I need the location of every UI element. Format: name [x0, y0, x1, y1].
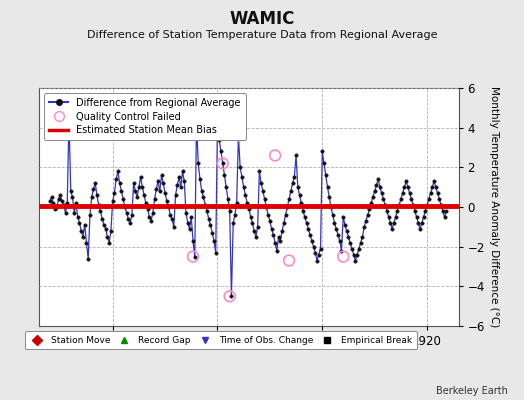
Y-axis label: Monthly Temperature Anomaly Difference (°C): Monthly Temperature Anomaly Difference (… — [489, 86, 499, 328]
Text: WAMIC: WAMIC — [230, 10, 294, 28]
Point — [219, 160, 227, 166]
Point — [339, 253, 347, 260]
Point — [271, 152, 279, 159]
Legend: Difference from Regional Average, Quality Control Failed, Estimated Station Mean: Difference from Regional Average, Qualit… — [44, 93, 246, 140]
Point — [213, 120, 222, 127]
Point — [189, 253, 197, 260]
Point — [225, 293, 234, 300]
Point — [234, 132, 243, 139]
Point — [285, 257, 293, 264]
Point — [65, 114, 73, 121]
Legend: Station Move, Record Gap, Time of Obs. Change, Empirical Break: Station Move, Record Gap, Time of Obs. C… — [26, 332, 417, 350]
Point — [192, 118, 201, 125]
Text: Berkeley Earth: Berkeley Earth — [436, 386, 508, 396]
Text: Difference of Station Temperature Data from Regional Average: Difference of Station Temperature Data f… — [87, 30, 437, 40]
